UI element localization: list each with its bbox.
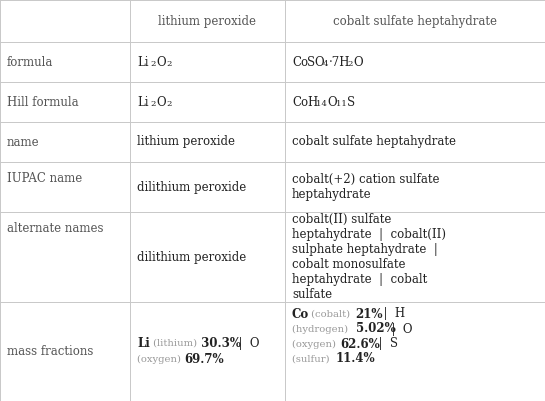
Text: lithium peroxide: lithium peroxide	[159, 14, 257, 28]
Text: 69.7%: 69.7%	[184, 353, 223, 366]
Text: |  H: | H	[376, 308, 405, 320]
Text: |  O: | O	[231, 337, 259, 350]
Text: (lithium): (lithium)	[150, 339, 197, 348]
Text: Li: Li	[137, 337, 150, 350]
Text: 11: 11	[336, 101, 347, 109]
Text: H: H	[307, 95, 317, 109]
Text: 14: 14	[316, 101, 327, 109]
Text: 2: 2	[166, 101, 171, 109]
Text: O: O	[314, 55, 324, 69]
Text: O: O	[156, 55, 166, 69]
Text: lithium peroxide: lithium peroxide	[137, 136, 235, 148]
Text: 21%: 21%	[355, 308, 383, 320]
Text: 11.4%: 11.4%	[336, 352, 376, 365]
Text: dilithium peroxide: dilithium peroxide	[137, 251, 246, 263]
Text: 2: 2	[150, 61, 155, 69]
Text: Li: Li	[137, 95, 148, 109]
Text: dilithium peroxide: dilithium peroxide	[137, 180, 246, 194]
Text: 2: 2	[150, 101, 155, 109]
Text: formula: formula	[7, 55, 53, 69]
Text: O: O	[156, 95, 166, 109]
Text: cobalt sulfate heptahydrate: cobalt sulfate heptahydrate	[333, 14, 497, 28]
Text: 62.6%: 62.6%	[340, 338, 380, 350]
Text: 2: 2	[166, 61, 171, 69]
Text: (sulfur): (sulfur)	[292, 354, 333, 363]
Text: Co: Co	[292, 95, 308, 109]
Text: Co: Co	[292, 308, 309, 320]
Text: ·7H: ·7H	[329, 55, 350, 69]
Text: Li: Li	[137, 55, 148, 69]
Text: 30.3%: 30.3%	[197, 337, 241, 350]
Text: (hydrogen): (hydrogen)	[292, 324, 351, 334]
Text: O: O	[353, 55, 362, 69]
Text: (oxygen): (oxygen)	[292, 339, 339, 348]
Text: IUPAC name: IUPAC name	[7, 172, 82, 185]
Text: cobalt(II) sulfate
heptahydrate  |  cobalt(II)
sulphate heptahydrate  |
cobalt m: cobalt(II) sulfate heptahydrate | cobalt…	[292, 213, 446, 301]
Text: 2: 2	[347, 61, 353, 69]
Text: Co: Co	[292, 55, 308, 69]
Text: S: S	[307, 55, 315, 69]
Text: cobalt(+2) cation sulfate
heptahydrate: cobalt(+2) cation sulfate heptahydrate	[292, 173, 439, 201]
Text: S: S	[347, 95, 355, 109]
Text: alternate names: alternate names	[7, 222, 104, 235]
Text: mass fractions: mass fractions	[7, 345, 93, 358]
Text: |  O: | O	[384, 322, 413, 336]
Text: 5.02%: 5.02%	[356, 322, 396, 336]
Text: name: name	[7, 136, 40, 148]
Text: 4: 4	[323, 61, 329, 69]
Text: (oxygen): (oxygen)	[137, 355, 184, 364]
Text: O: O	[327, 95, 337, 109]
Text: cobalt sulfate heptahydrate: cobalt sulfate heptahydrate	[292, 136, 456, 148]
Text: |  S: | S	[371, 338, 398, 350]
Text: Hill formula: Hill formula	[7, 95, 78, 109]
Text: (cobalt): (cobalt)	[308, 310, 353, 318]
